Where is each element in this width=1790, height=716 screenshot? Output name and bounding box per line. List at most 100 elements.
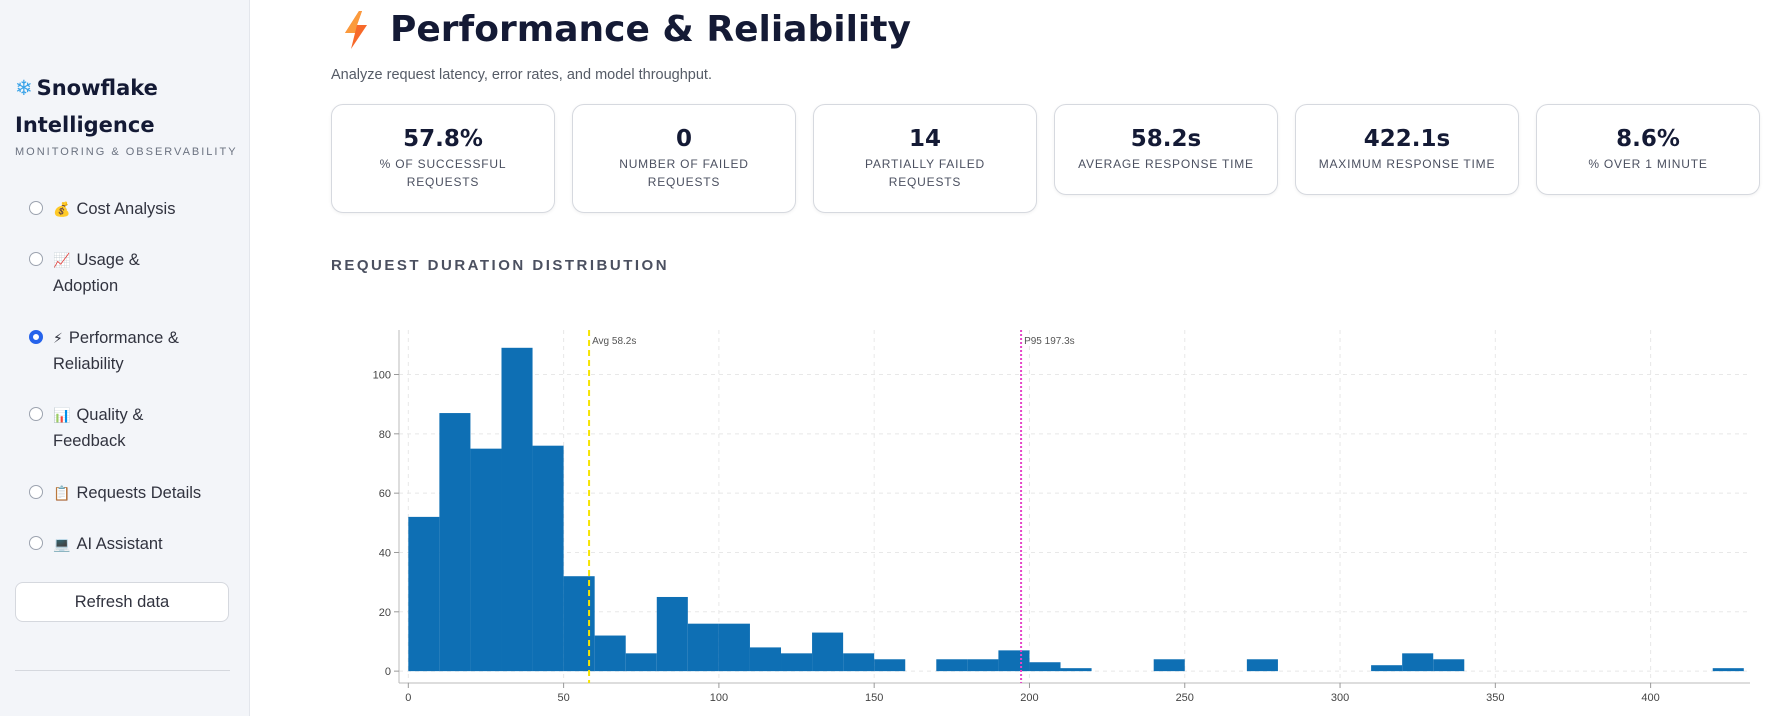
histogram-bar xyxy=(874,659,906,672)
x-tick-label: 350 xyxy=(1486,692,1504,704)
y-tick-label: 80 xyxy=(379,429,391,441)
histogram-bar xyxy=(625,653,657,672)
nav-item-body: 📊 Quality & Feedback xyxy=(53,402,163,454)
histogram-bar xyxy=(501,347,533,672)
page-subtitle: Analyze request latency, error rates, an… xyxy=(331,67,712,83)
histogram-bar xyxy=(656,596,688,672)
nav-item-label: Requests Details xyxy=(76,484,202,502)
histogram-bar xyxy=(1371,665,1403,672)
metric-label: Average response time xyxy=(1078,157,1254,171)
radio-button-selected[interactable] xyxy=(29,330,43,344)
y-tick-label: 60 xyxy=(379,488,391,500)
nav-item-body: ⚡ Performance & Reliability xyxy=(53,325,213,377)
metric-label: % of successful requests xyxy=(379,157,507,189)
metric-label: % over 1 minute xyxy=(1588,157,1708,171)
radio-button[interactable] xyxy=(29,407,43,421)
brand-line1: Snowflake xyxy=(36,76,158,100)
request-duration-histogram: 0 50 100 150 200 250 300 350 400 0 20 40 60 80 100 Avg … xyxy=(373,330,1750,704)
clipboard-icon: 📋 xyxy=(53,485,71,501)
nav-item-label: Quality & Feedback xyxy=(53,406,144,450)
x-tick-label: 0 xyxy=(405,692,411,704)
radio-button[interactable] xyxy=(29,485,43,499)
histogram-bar xyxy=(1246,659,1278,672)
y-tick-label: 100 xyxy=(373,369,391,381)
metric-card-average-response-time: 58.2s Average response time xyxy=(1054,104,1278,195)
histogram-bar xyxy=(998,650,1030,672)
refresh-data-button[interactable]: Refresh data xyxy=(15,582,229,622)
metric-value: 58.2s xyxy=(1130,126,1202,152)
nav-item-label: Performance & Reliability xyxy=(53,329,179,373)
histogram-bar xyxy=(1060,668,1092,672)
laptop-icon: 💻 xyxy=(53,536,71,552)
metric-card-failed-requests: 0 Number of failed requests xyxy=(572,104,796,213)
histogram-bar xyxy=(1402,653,1434,672)
bar-chart-icon: 📊 xyxy=(53,407,71,423)
radio-button[interactable] xyxy=(29,536,43,550)
x-tick-label: 400 xyxy=(1641,692,1659,704)
nav-item-body: 💻 AI Assistant xyxy=(53,531,213,557)
brand-title: ❄ Snowflake Intelligence xyxy=(15,70,225,144)
brand-subtitle: MONITORING & OBSERVABILITY xyxy=(15,146,238,158)
y-tick-label: 40 xyxy=(379,547,391,559)
brand-line2: Intelligence xyxy=(15,113,155,137)
histogram-bar xyxy=(1153,659,1185,672)
chart-increasing-icon: 📈 xyxy=(53,252,71,268)
nav-item-quality-feedback[interactable]: 📊 Quality & Feedback xyxy=(29,402,239,454)
metric-value: 14 xyxy=(908,126,941,152)
histogram-bar xyxy=(843,653,875,672)
nav-item-label: AI Assistant xyxy=(76,535,163,553)
radio-button[interactable] xyxy=(29,201,43,215)
histogram-bar xyxy=(1029,662,1061,672)
page-title: Performance & Reliability xyxy=(390,9,911,50)
histogram-bar xyxy=(967,659,999,672)
sidebar-divider xyxy=(15,670,230,671)
x-tick-label: 200 xyxy=(1020,692,1038,704)
nav-item-body: 📋 Requests Details xyxy=(53,480,213,506)
x-tick-label: 250 xyxy=(1176,692,1194,704)
p95-reference-label: P95 197.3s xyxy=(1024,336,1075,347)
histogram-bar xyxy=(781,653,813,672)
histogram-bar xyxy=(718,623,750,672)
nav-item-performance-reliability[interactable]: ⚡ Performance & Reliability xyxy=(29,325,239,377)
nav-item-requests-details[interactable]: 📋 Requests Details xyxy=(29,480,239,506)
histogram-bar xyxy=(812,632,844,672)
metric-value: 422.1s xyxy=(1363,126,1451,152)
y-tick-label: 0 xyxy=(385,666,391,678)
histogram-bar xyxy=(749,647,782,672)
lightning-icon: ⚡ xyxy=(53,330,63,346)
metric-value: 8.6% xyxy=(1616,126,1680,152)
histogram-bar xyxy=(1712,668,1744,672)
x-tick-label: 150 xyxy=(865,692,883,704)
section-title: REQUEST DURATION DISTRIBUTION xyxy=(331,257,670,274)
avg-reference-label: Avg 58.2s xyxy=(592,336,636,347)
histogram-bar xyxy=(408,516,440,672)
histogram-bar xyxy=(936,659,968,672)
metric-card-successful-requests: 57.8% % of successful requests xyxy=(331,104,555,213)
histogram-bar xyxy=(1433,659,1465,672)
histogram-bar xyxy=(470,448,502,672)
nav-item-ai-assistant[interactable]: 💻 AI Assistant xyxy=(29,531,239,557)
y-tick-label: 20 xyxy=(379,607,391,619)
metric-label: Partially failed requests xyxy=(865,157,985,189)
x-tick-label: 300 xyxy=(1331,692,1349,704)
metric-card-partially-failed-requests: 14 Partially failed requests xyxy=(813,104,1037,213)
metric-label: Number of failed requests xyxy=(619,157,749,189)
metric-value: 57.8% xyxy=(403,126,483,152)
lightning-icon xyxy=(345,11,367,49)
metric-card-maximum-response-time: 422.1s Maximum response time xyxy=(1295,104,1519,195)
money-bag-icon: 💰 xyxy=(53,201,71,217)
metric-card-over-one-minute: 8.6% % over 1 minute xyxy=(1536,104,1760,195)
histogram-bar xyxy=(594,635,626,672)
histogram-bar xyxy=(439,413,471,672)
histogram-bar xyxy=(532,445,564,672)
nav-item-cost-analysis[interactable]: 💰 Cost Analysis xyxy=(29,196,239,222)
metric-label: Maximum response time xyxy=(1318,157,1496,171)
radio-button[interactable] xyxy=(29,252,43,266)
nav-item-label: Cost Analysis xyxy=(76,200,176,218)
nav-item-usage-adoption[interactable]: 📈 Usage & Adoption xyxy=(29,247,239,299)
metric-value: 0 xyxy=(675,126,692,152)
nav-item-label: Usage & Adoption xyxy=(53,251,140,295)
nav-item-body: 📈 Usage & Adoption xyxy=(53,247,163,299)
x-tick-label: 100 xyxy=(710,692,728,704)
histogram-bar xyxy=(687,623,719,672)
